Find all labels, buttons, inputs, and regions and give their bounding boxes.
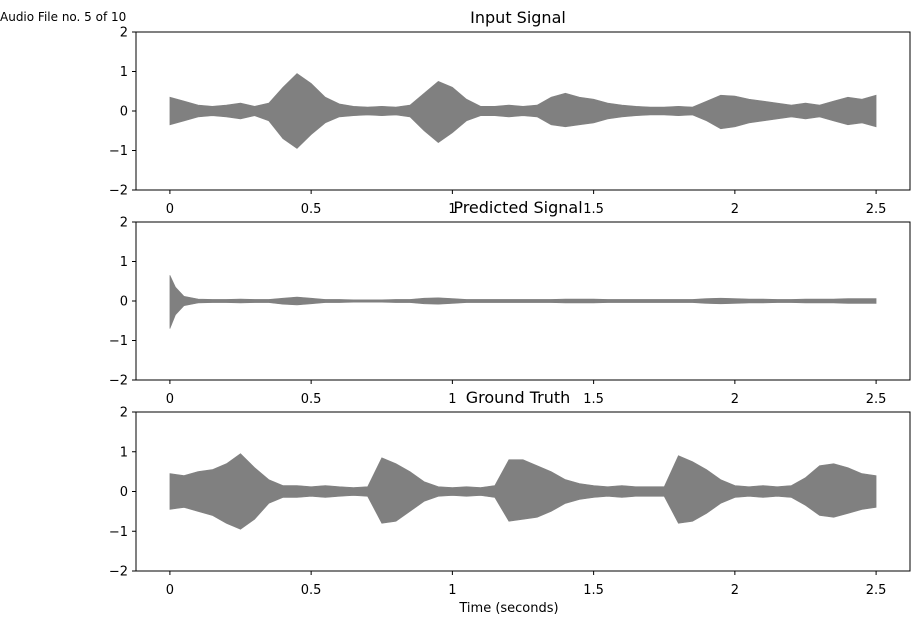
y-tick-label: 2 [120,26,128,41]
y-tick-label: 0 [120,105,128,120]
y-tick-label: −2 [109,184,128,199]
subplot-title: Predicted Signal [453,198,582,217]
x-tick-label: 0 [166,202,174,217]
x-tick-label: 0 [166,583,174,598]
waveform-envelope [169,275,877,329]
waveform-envelope [169,453,877,530]
y-tick-label: 2 [120,406,128,421]
subplot-3: −2 −1 0 1 2 0 0.5 1 1.5 2 2.5 Ground Truth Time (sec… [109,388,911,616]
y-tick-label: −2 [109,374,128,389]
x-tick-label: 2 [731,392,739,407]
y-tick-label: 1 [120,255,128,270]
y-tick-label: 0 [120,485,128,500]
subplot-1: −2 −1 0 1 2 0 0.5 1 1.5 2 2.5 Input Signal [109,8,911,217]
subplot-2: −2 −1 0 1 2 0 0.5 1 1.5 2 2.5 Predicted Signal [109,198,911,407]
y-tick-label: −1 [109,144,128,159]
subplot-title: Ground Truth [466,388,571,407]
x-tick-label: 0.5 [301,202,322,217]
x-tick-label: 2 [731,202,739,217]
x-tick-label: 1 [448,583,456,598]
x-tick-label: 1.5 [583,392,604,407]
x-axis-label: Time (seconds) [458,601,558,616]
x-tick-label: 0.5 [301,583,322,598]
x-tick-label: 1 [448,202,456,217]
y-tick-label: 2 [120,216,128,231]
x-tick-label: 1 [448,392,456,407]
audio-file-counter: Audio File no. 5 of 10 [0,10,127,24]
x-tick-label: 0.5 [301,392,322,407]
y-tick-label: 1 [120,65,128,80]
y-tick-label: 1 [120,445,128,460]
x-tick-label: 0 [166,392,174,407]
x-tick-label: 2.5 [866,583,887,598]
x-tick-label: 2.5 [866,202,887,217]
y-tick-label: −1 [109,525,128,540]
y-tick-label: −2 [109,565,128,580]
waveform-envelope [169,73,877,149]
y-tick-label: −1 [109,334,128,349]
y-tick-label: 0 [120,295,128,310]
x-tick-label: 1.5 [583,202,604,217]
x-tick-label: 2.5 [866,392,887,407]
x-tick-label: 2 [731,583,739,598]
x-tick-label: 1.5 [583,583,604,598]
subplot-title: Input Signal [470,8,566,27]
